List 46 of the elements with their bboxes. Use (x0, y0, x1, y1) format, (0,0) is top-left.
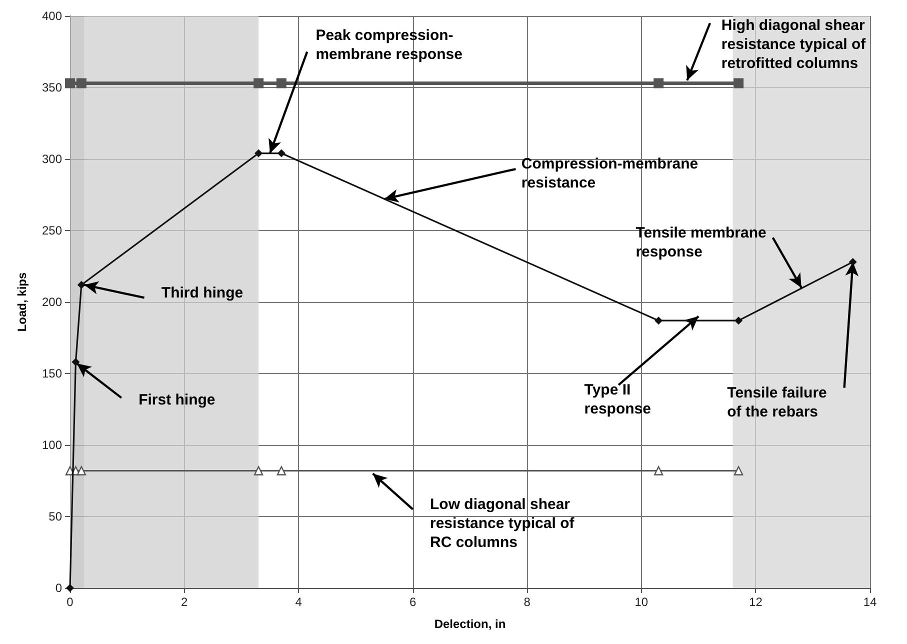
point (734, 466, 744, 476)
y-tick-label: 0 (55, 581, 62, 595)
x-tick-label: 6 (410, 595, 417, 609)
y-tick-label: 250 (42, 224, 62, 238)
point (654, 316, 663, 325)
point (654, 78, 664, 88)
point (734, 316, 743, 325)
point (76, 78, 86, 88)
y-tick-label: 200 (42, 295, 62, 309)
y-tick-label: 400 (42, 9, 62, 23)
x-tick-label: 4 (295, 595, 302, 609)
y-tick-label: 300 (42, 152, 62, 166)
annotation: Low diagonal shear resistance typical of RC columns (430, 496, 576, 552)
annotation: Tensile failure of the rebars (727, 384, 827, 421)
point (72, 358, 80, 366)
point (65, 78, 75, 88)
x-tick-label: 0 (66, 595, 74, 609)
x-tick-label: 12 (749, 595, 763, 609)
annotation: Compression-membrane resistance (521, 156, 698, 192)
x-tick-label: 10 (634, 595, 648, 609)
x-tick-label: 8 (524, 595, 531, 609)
point (254, 149, 263, 158)
y-tick-label: 100 (42, 438, 62, 452)
y-tick-label: 350 (42, 80, 62, 94)
point (654, 466, 664, 476)
point (276, 466, 286, 476)
x-axis-title: Delection, in (434, 617, 506, 631)
point (254, 466, 264, 476)
annotation: Peak compression- membrane response (316, 27, 462, 64)
annotation: Third hinge (161, 284, 244, 302)
point (276, 78, 286, 88)
point (254, 78, 264, 88)
annotation: Type II response (584, 382, 651, 418)
point (277, 149, 286, 158)
y-axis-title: Load, kips (15, 272, 29, 332)
point (77, 280, 86, 289)
x-tick-label: 14 (863, 595, 877, 609)
point (848, 258, 857, 266)
y-tick-label: 150 (42, 366, 62, 380)
annotation: First hinge (138, 392, 216, 409)
annotation: Tensile membrane response (636, 224, 766, 260)
point (734, 78, 744, 88)
point (76, 466, 86, 476)
annotation: High diagonal shear resistance typical of retrofitted columns (721, 17, 867, 72)
y-tick-label: 50 (48, 510, 62, 524)
x-tick-label: 2 (180, 595, 188, 609)
